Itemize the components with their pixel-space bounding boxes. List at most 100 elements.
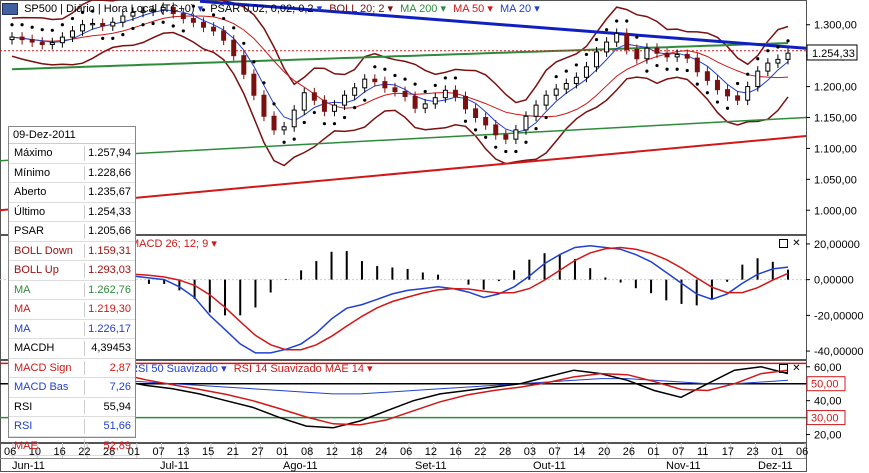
rsi-pane-title: RSI 50 Suavizado ▾ RSI 14 Suavizado MAE … <box>130 362 373 375</box>
candle-body <box>311 92 317 101</box>
data-window-value: 55,94 <box>103 400 131 413</box>
resistance-trendline <box>199 0 807 50</box>
psar-dot <box>665 67 669 71</box>
psar-dot <box>534 127 538 131</box>
pane-frame <box>0 360 807 443</box>
data-window-label: MACD Bas <box>14 381 69 393</box>
psar-dot <box>494 145 498 149</box>
data-window-label: Máximo <box>14 147 53 159</box>
psar-dot <box>30 25 34 29</box>
rsi-y-tick-label: 40,00 <box>814 396 842 408</box>
x-day-label: 07 <box>672 446 684 458</box>
macd-legend[interactable]: MACD 26; 12; 9 <box>130 238 209 250</box>
data-window-label: RSI <box>14 400 33 413</box>
data-window-divider <box>84 224 85 239</box>
data-window-value: 1.205,66 <box>88 225 131 237</box>
psar-dot <box>574 63 578 67</box>
data-window-value: 1.219,30 <box>88 303 131 315</box>
x-day-label: 01 <box>771 446 783 458</box>
psar-dot <box>161 20 165 24</box>
rsi14-legend[interactable]: RSI 14 Suavizado MAE 14 <box>233 363 364 375</box>
candle-body <box>9 36 15 41</box>
psar-dot <box>121 33 125 37</box>
psar-dot <box>635 35 639 39</box>
chart-menu-arrow[interactable]: ▾ <box>197 3 204 15</box>
psar-dot <box>91 9 95 13</box>
rsi50-legend-arrow[interactable]: ▾ <box>221 363 227 375</box>
psar-dot <box>171 24 175 28</box>
legend-ma50[interactable]: MA 50 <box>453 3 485 15</box>
psar-dot <box>201 8 206 12</box>
psar-dot <box>40 28 44 32</box>
psar-dot <box>655 63 659 68</box>
candle-body <box>473 108 479 118</box>
x-day-label: 14 <box>573 446 585 458</box>
x-day-label: 26 <box>623 446 635 458</box>
data-window-value: 1.228,66 <box>88 166 131 179</box>
chart-title[interactable]: SP500 | Diário | Hora Local (TC+0) <box>24 3 195 15</box>
x-day-label: 18 <box>351 446 363 458</box>
x-day-label: 22 <box>474 446 486 458</box>
rsi-marker-box <box>806 410 846 426</box>
x-day-label: 17 <box>722 446 734 458</box>
rsi14-legend-arrow[interactable]: ▾ <box>367 363 373 375</box>
x-day-label: 07 <box>549 446 561 458</box>
psar-dot <box>504 149 508 154</box>
macd-maximize-button[interactable] <box>779 239 788 248</box>
y-tick-label: 1.050,00 <box>814 174 857 186</box>
candle-body <box>755 70 761 88</box>
y-tick-label: 1.100,00 <box>814 143 857 155</box>
legend-boll-arrow[interactable]: ▾ <box>387 3 394 15</box>
macd-close-button[interactable]: ✕ <box>792 238 801 249</box>
data-window-row: Aberto 1.235,67 <box>9 183 135 203</box>
psar-dot <box>332 122 337 126</box>
macd-signal-line <box>11 246 789 351</box>
legend-ma200-arrow[interactable]: ▾ <box>440 3 447 15</box>
data-window-value: 51,66 <box>103 420 131 432</box>
data-window-row: Último 1.254,33 <box>9 203 135 222</box>
candle-body <box>29 39 35 43</box>
bollinger-upper-line <box>11 0 789 104</box>
candle-body <box>231 39 237 57</box>
data-window-label: MA <box>14 283 31 296</box>
legend-psar-arrow[interactable]: ▾ <box>316 3 323 15</box>
legend-psar[interactable]: PSAR 0,02; 0,02; 0,2 <box>210 3 314 15</box>
psar-dot <box>191 4 196 8</box>
rsi-close-button[interactable]: ✕ <box>792 363 801 374</box>
psar-dot <box>151 21 155 26</box>
candle-body <box>180 13 186 20</box>
x-day-label: 08 <box>301 446 313 458</box>
data-window-value: 4,39453 <box>91 342 131 354</box>
candle-body <box>190 18 196 23</box>
psar-dot <box>80 10 85 14</box>
macd-legend-arrow[interactable]: ▾ <box>211 238 217 250</box>
y-tick-label: 1.150,00 <box>814 113 857 125</box>
psar-dot <box>342 115 347 120</box>
legend-ma20-arrow[interactable]: ▾ <box>534 3 540 15</box>
x-day-label: 20 <box>598 446 610 458</box>
psar-dot <box>322 122 327 126</box>
last-price-box <box>806 44 858 61</box>
legend-ma20[interactable]: MA 20 <box>499 3 532 15</box>
data-window-divider <box>84 360 85 375</box>
legend-ma200[interactable]: MA 200 <box>400 3 438 15</box>
candle-body <box>513 129 519 140</box>
psar-dot <box>292 137 296 141</box>
data-window-value: 1.159,31 <box>88 244 131 257</box>
psar-dot <box>725 106 730 110</box>
rsi-maximize-button[interactable] <box>779 364 788 373</box>
y-tick-label: 1.300,00 <box>814 20 857 32</box>
ma50-line <box>11 15 789 118</box>
legend-boll[interactable]: BOLL 20; 2 <box>329 3 385 15</box>
data-window-divider <box>84 243 85 258</box>
data-window-divider <box>84 165 85 180</box>
psar-dot <box>766 49 770 53</box>
legend-ma50-arrow[interactable]: ▾ <box>487 3 493 15</box>
candle-body <box>523 115 529 131</box>
psar-dot <box>413 82 417 86</box>
macd-y-tick-label: -40,00000 <box>814 346 864 358</box>
psar-dot <box>584 52 589 57</box>
psar-dot <box>272 102 276 106</box>
rsi50-legend[interactable]: RSI 50 Suavizado <box>130 363 219 375</box>
candle-body <box>493 124 499 136</box>
